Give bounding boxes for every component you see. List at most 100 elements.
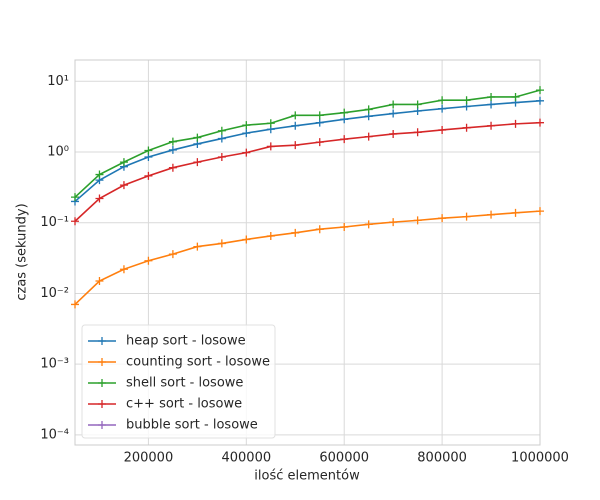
marker	[364, 105, 373, 114]
legend-marker	[98, 421, 106, 429]
marker	[193, 158, 202, 167]
marker	[119, 181, 128, 190]
marker	[242, 121, 251, 130]
y-axis-label: czas (sekundy)	[15, 203, 30, 300]
x-tick-label: 800000	[417, 451, 467, 466]
line	[74, 121, 541, 222]
marker	[315, 111, 324, 120]
marker	[315, 118, 324, 127]
marker	[242, 148, 251, 157]
marker	[266, 142, 275, 151]
marker	[438, 125, 447, 134]
marker	[340, 135, 349, 144]
marker	[413, 100, 422, 109]
marker	[315, 225, 324, 234]
marker	[168, 137, 177, 146]
marker	[217, 134, 226, 143]
y-tick-label: 10⁻¹	[40, 215, 69, 230]
marker	[438, 214, 447, 223]
marker	[217, 126, 226, 135]
marker	[389, 129, 398, 138]
marker	[242, 235, 251, 244]
y-tick-label: 10¹	[47, 74, 69, 89]
marker	[144, 146, 153, 155]
marker	[364, 112, 373, 121]
marker	[71, 193, 79, 202]
marker	[315, 138, 324, 147]
legend-label: counting sort - losowe	[126, 355, 270, 370]
legend-marker	[98, 379, 106, 387]
line	[74, 99, 541, 203]
y-tick-label: 10⁻⁴	[40, 427, 69, 442]
legend-label: heap sort - losowe	[126, 334, 246, 349]
marker	[487, 100, 496, 109]
marker	[71, 217, 79, 226]
marker	[487, 121, 496, 130]
marker	[364, 220, 373, 229]
marker	[536, 118, 544, 127]
marker	[340, 108, 349, 117]
legend-label: shell sort - losowe	[126, 376, 243, 391]
marker	[193, 133, 202, 142]
legend-label: c++ sort - losowe	[126, 397, 242, 412]
marker	[462, 123, 471, 132]
marker	[119, 158, 128, 167]
marker	[95, 170, 104, 179]
legend-marker	[98, 400, 106, 408]
marker	[95, 194, 104, 203]
line	[74, 210, 541, 305]
x-axis-label: ilość elementów	[254, 469, 360, 484]
legend-marker	[98, 337, 106, 345]
marker	[168, 250, 177, 259]
marker	[364, 132, 373, 141]
marker	[389, 218, 398, 227]
marker	[193, 242, 202, 251]
x-tick-label: 400000	[221, 451, 271, 466]
marker	[536, 207, 544, 216]
marker	[291, 228, 300, 237]
marker	[340, 223, 349, 232]
marker	[438, 96, 447, 105]
x-tick-label: 200000	[124, 451, 174, 466]
marker	[536, 96, 544, 105]
marker	[168, 163, 177, 172]
marker	[536, 86, 544, 95]
legend-label: bubble sort - losowe	[126, 418, 258, 433]
marker	[438, 104, 447, 113]
marker	[413, 216, 422, 225]
marker	[291, 141, 300, 150]
marker	[71, 300, 79, 309]
marker	[462, 96, 471, 105]
marker	[95, 277, 104, 286]
y-tick-label: 10⁻²	[40, 286, 69, 301]
marker	[462, 212, 471, 221]
y-tick-label: 10⁻³	[40, 357, 69, 372]
marker	[487, 92, 496, 101]
marker	[217, 153, 226, 162]
plot-frame	[74, 59, 541, 446]
marker	[511, 208, 520, 217]
marker	[413, 128, 422, 137]
marker	[511, 119, 520, 128]
marker	[144, 256, 153, 265]
marker	[242, 129, 251, 138]
marker	[144, 171, 153, 180]
marker	[168, 145, 177, 154]
marker	[266, 119, 275, 128]
line	[74, 89, 541, 198]
marker	[291, 111, 300, 120]
x-tick-label: 1000000	[511, 451, 569, 466]
marker	[291, 121, 300, 130]
y-tick-label: 10⁰	[47, 145, 69, 160]
marker	[487, 210, 496, 219]
marker	[119, 265, 128, 274]
marker	[389, 109, 398, 118]
legend-marker	[98, 358, 106, 366]
marker	[266, 231, 275, 240]
marker	[217, 239, 226, 248]
marker	[511, 92, 520, 101]
legend-box	[81, 324, 276, 439]
legend: heap sort - losowe counting sort - losowe…	[81, 324, 276, 439]
x-tick-label: 600000	[319, 451, 369, 466]
